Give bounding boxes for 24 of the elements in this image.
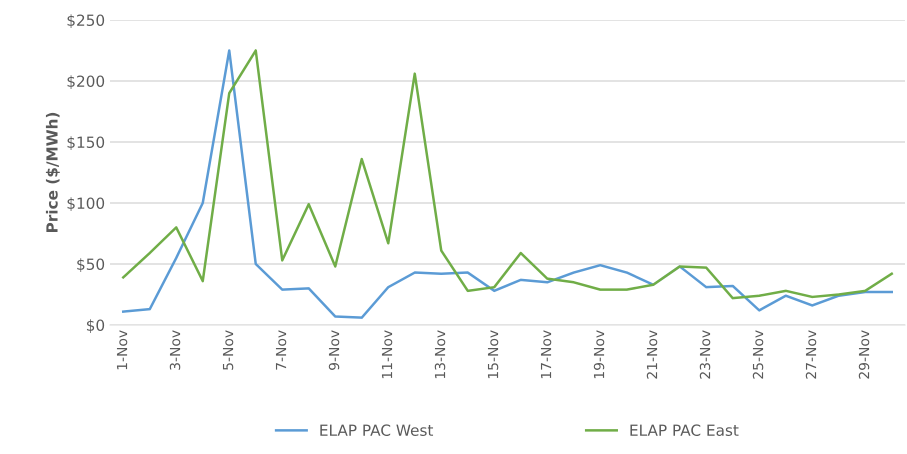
x-tick-label: 7-Nov [276, 330, 286, 370]
x-tick-label: 13-Nov [434, 330, 446, 378]
y-tick-label: $0 [86, 319, 104, 334]
y-tick-label: $250 [68, 14, 104, 28]
x-tick-label: 1-Nov [116, 330, 128, 370]
x-tick-label: 9-Nov [328, 330, 340, 370]
legend-label: ELAP PAC East [630, 424, 739, 436]
x-tick-label: 25-Nov [752, 330, 764, 379]
legend-label: ELAP PAC West [320, 424, 434, 436]
y-tick-label: $50 [77, 258, 104, 272]
y-tick-label: $200 [68, 75, 104, 90]
x-tick-label: 27-Nov [806, 330, 816, 379]
x-tick-label: 19-Nov [594, 330, 604, 378]
y-tick-label: $100 [68, 197, 104, 212]
x-tick-label: 21-Nov [646, 330, 658, 379]
x-tick-label: 29-Nov [858, 330, 870, 379]
x-tick-label: 11-Nov [382, 330, 392, 378]
x-tick-label: 23-Nov [700, 330, 710, 379]
x-tick-label: 5-Nov [222, 330, 234, 370]
x-tick-label: 3-Nov [170, 330, 180, 370]
y-axis-title: Price ($/MWh) [46, 112, 60, 232]
y-tick-label: $150 [68, 136, 104, 150]
x-tick-label: 15-Nov [488, 330, 498, 378]
x-tick-label: 17-Nov [540, 330, 552, 378]
